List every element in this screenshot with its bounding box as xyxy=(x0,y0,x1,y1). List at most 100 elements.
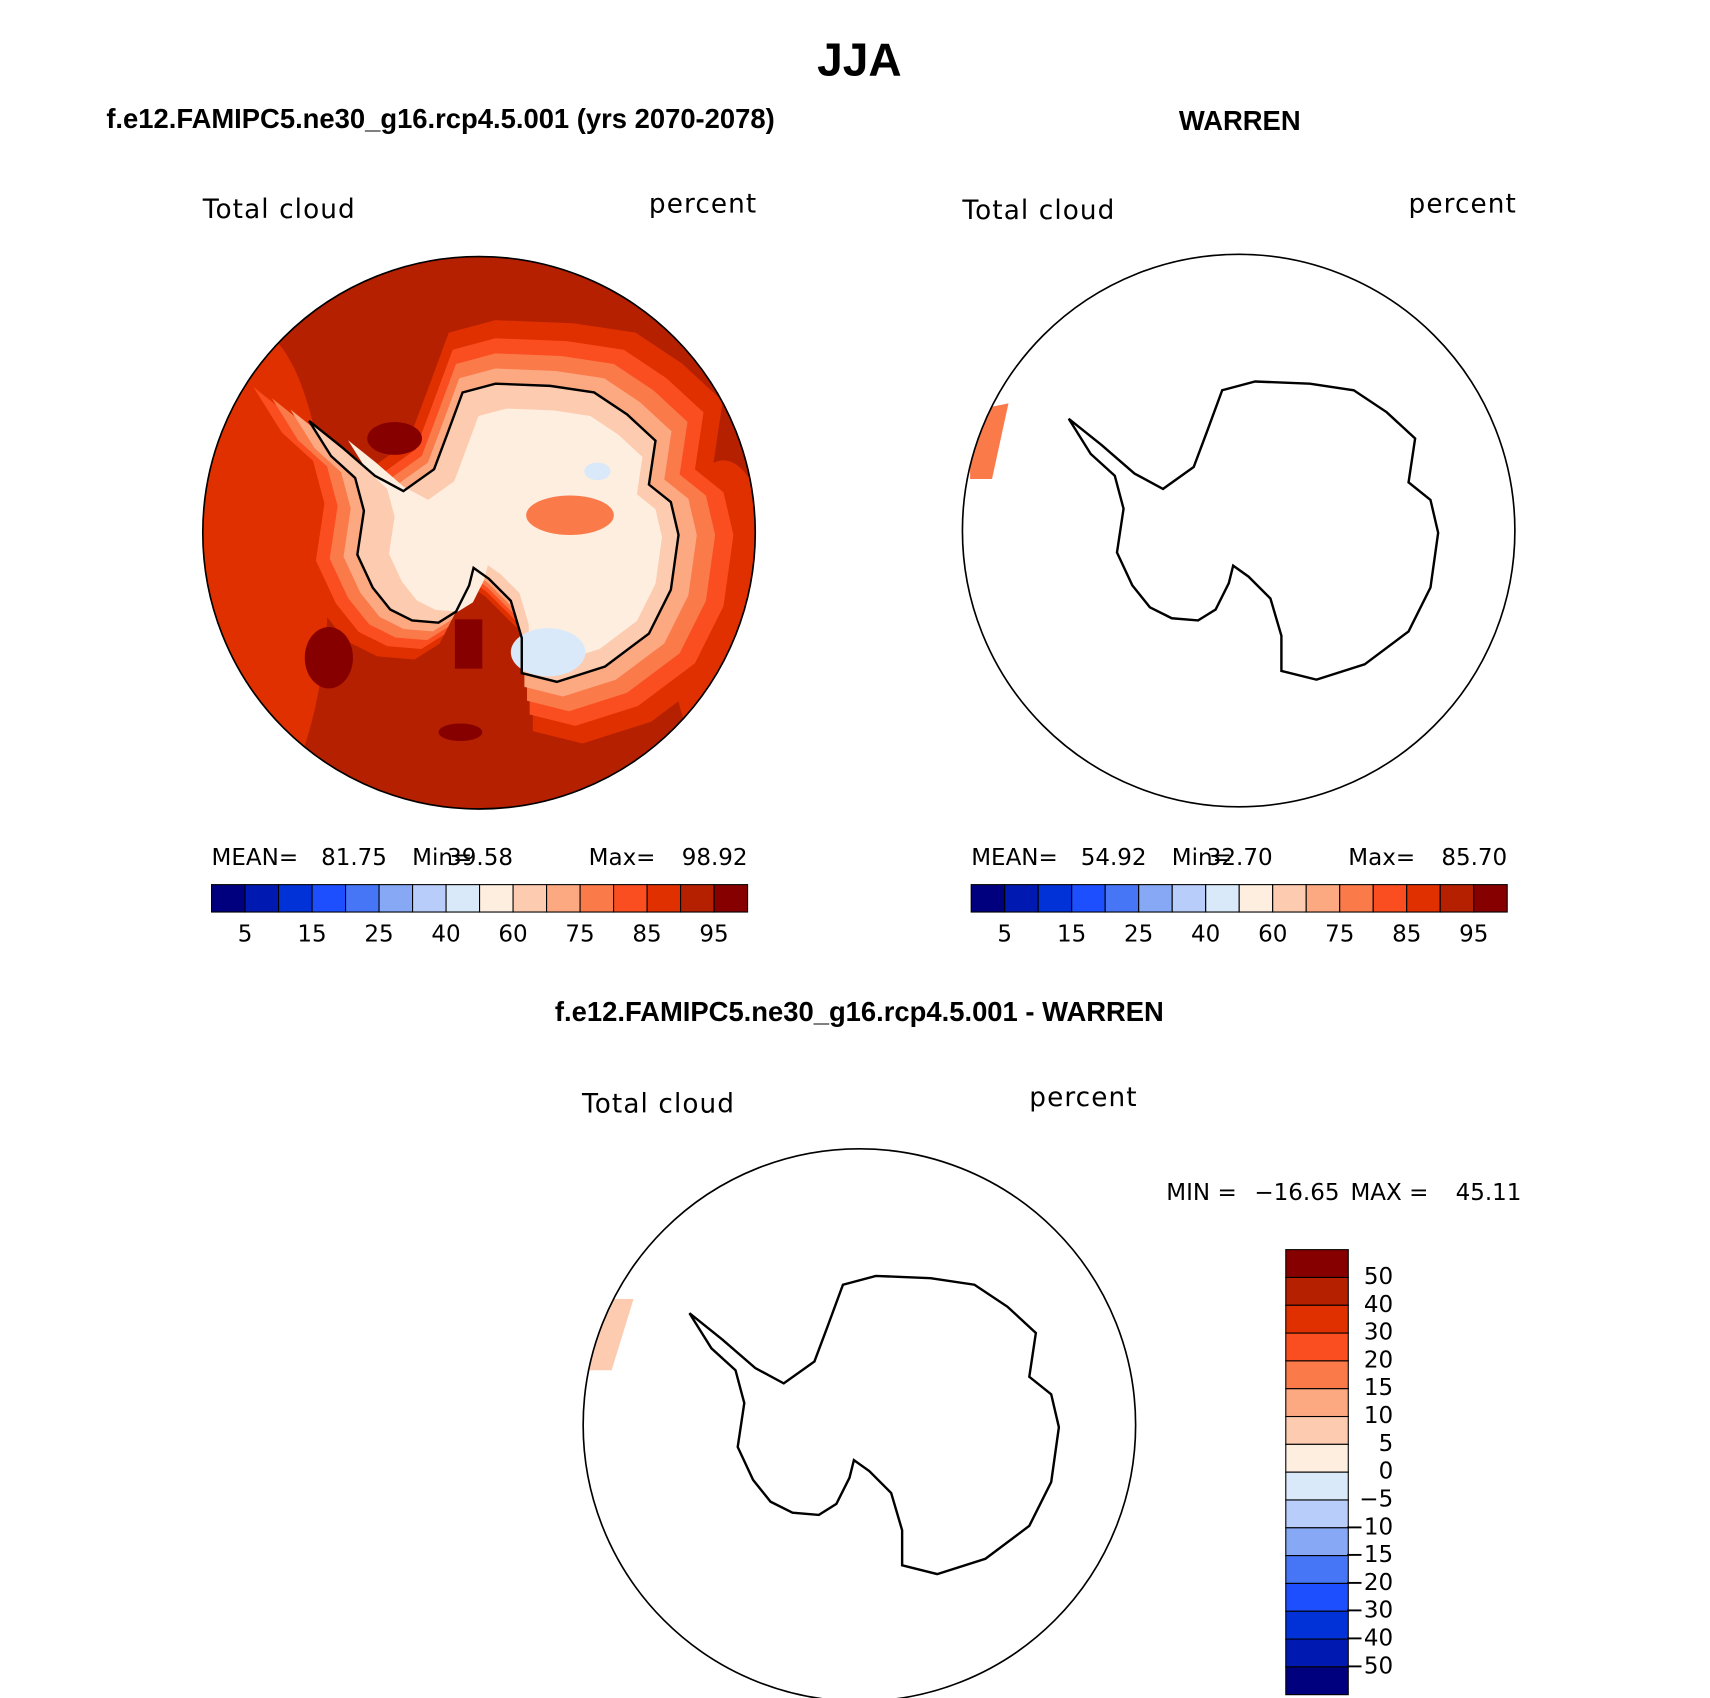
colorbar-box xyxy=(1285,1249,1349,1279)
colorbar-box xyxy=(378,884,414,913)
colorbar-label: 40 xyxy=(1191,922,1220,948)
colorbar-box xyxy=(1285,1471,1349,1501)
map-border xyxy=(961,253,1516,808)
colorbar-box xyxy=(1272,884,1307,913)
colorbar-box xyxy=(1238,884,1274,913)
colorbar-label: 25 xyxy=(364,922,393,948)
colorbar-box xyxy=(1285,1332,1349,1362)
colorbar-box xyxy=(680,884,715,913)
stat-value: 81.75 xyxy=(321,845,387,871)
colorbar-box xyxy=(479,884,514,913)
colorbar-box xyxy=(646,884,682,913)
colorbar-box xyxy=(970,884,1006,913)
colorbar-box xyxy=(1339,884,1374,913)
colorbar-box xyxy=(1285,1360,1349,1390)
colorbar-box xyxy=(1285,1499,1349,1529)
colorbar-box xyxy=(546,884,581,913)
panel-title: WARREN xyxy=(1179,105,1301,136)
colorbar-label: 30 xyxy=(1364,1320,1393,1346)
colorbar-label: −10 xyxy=(1345,1514,1394,1540)
colorbar-box xyxy=(1285,1276,1349,1306)
colorbar-box xyxy=(1285,1527,1349,1557)
colorbar-box xyxy=(345,884,380,913)
colorbar-label: 40 xyxy=(431,922,460,948)
colorbar-label: 60 xyxy=(1258,922,1287,948)
colorbar-label: 10 xyxy=(1364,1403,1393,1429)
colorbar-label: −50 xyxy=(1345,1653,1394,1679)
colorbar-box xyxy=(613,884,648,913)
colorbar-box xyxy=(1406,884,1441,913)
colorbar-box xyxy=(1037,884,1073,913)
colorbar-box xyxy=(1372,884,1408,913)
colorbar-box xyxy=(1285,1388,1349,1418)
colorbar-box xyxy=(1104,884,1140,913)
colorbar-box xyxy=(1285,1666,1349,1696)
colorbar-box xyxy=(1285,1582,1349,1612)
units-label: percent xyxy=(1029,1083,1137,1113)
colorbar-box xyxy=(1285,1638,1349,1668)
colorbar-label: 40 xyxy=(1364,1292,1393,1318)
colorbar-label: 95 xyxy=(699,922,728,948)
colorbar-box xyxy=(1305,884,1341,913)
map-fill xyxy=(589,1298,634,1371)
colorbar-box xyxy=(1473,884,1508,913)
colorbar-box xyxy=(512,884,548,913)
stat-value: 98.92 xyxy=(682,845,748,871)
stat-value: 39.58 xyxy=(447,845,513,871)
colorbar-label: 5 xyxy=(997,922,1012,948)
colorbar-label: 5 xyxy=(238,922,253,948)
colorbar-label: 50 xyxy=(1364,1264,1393,1290)
map-fill xyxy=(970,403,1009,480)
stat-label: MIN = xyxy=(1166,1180,1236,1206)
stat-label: Min= xyxy=(1172,845,1232,871)
colorbar-box xyxy=(579,884,615,913)
colorbar-box xyxy=(1439,884,1475,913)
variable-label: Total cloud xyxy=(581,1089,735,1119)
colorbar-label: 0 xyxy=(1379,1459,1394,1485)
colorbar-label: 25 xyxy=(1124,922,1153,948)
colorbar-box xyxy=(445,884,481,913)
colorbar-label: −40 xyxy=(1345,1626,1394,1652)
colorbar-label: 75 xyxy=(565,922,594,948)
coastline xyxy=(1067,380,1440,681)
units-label: percent xyxy=(649,190,757,220)
stat-label: Max= xyxy=(589,845,656,871)
variable-label: Total cloud xyxy=(202,195,356,225)
colorbar-label: 15 xyxy=(297,922,326,948)
colorbar-label: 5 xyxy=(1379,1431,1394,1457)
colorbar-label: 85 xyxy=(632,922,661,948)
stat-value: −16.65 xyxy=(1254,1180,1339,1206)
colorbar-label: −15 xyxy=(1345,1542,1394,1568)
colorbar-box xyxy=(311,884,347,913)
colorbar-box xyxy=(244,884,280,913)
colorbar-label: −5 xyxy=(1359,1486,1393,1512)
colorbar-box xyxy=(1285,1304,1349,1334)
colorbar-label: 15 xyxy=(1057,922,1086,948)
colorbar-label: 20 xyxy=(1364,1347,1393,1373)
stat-label: MEAN= xyxy=(971,845,1058,871)
stat-label: Min= xyxy=(412,845,472,871)
colorbar-label: −20 xyxy=(1345,1570,1394,1596)
coastline xyxy=(688,1274,1061,1576)
stat-value: 85.70 xyxy=(1441,845,1507,871)
stat-value: 32.70 xyxy=(1207,845,1273,871)
stat-label: Max= xyxy=(1348,845,1415,871)
stat-value: 54.92 xyxy=(1081,845,1147,871)
colorbar-label: 75 xyxy=(1325,922,1354,948)
stat-label: MAX = xyxy=(1350,1180,1428,1206)
colorbar-label: 15 xyxy=(1364,1375,1393,1401)
stat-label: MEAN= xyxy=(212,845,299,871)
units-label: percent xyxy=(1409,190,1517,220)
stat-value: 45.11 xyxy=(1456,1180,1522,1206)
colorbar-label: 60 xyxy=(498,922,527,948)
colorbar-box xyxy=(1285,1555,1349,1584)
colorbar-box xyxy=(1285,1610,1349,1640)
colorbar-box xyxy=(278,884,313,913)
map-border xyxy=(201,255,757,810)
colorbar-box xyxy=(211,884,246,913)
colorbar-box xyxy=(1138,884,1173,913)
colorbar-box xyxy=(1171,884,1207,913)
colorbar-label: 95 xyxy=(1459,922,1488,948)
